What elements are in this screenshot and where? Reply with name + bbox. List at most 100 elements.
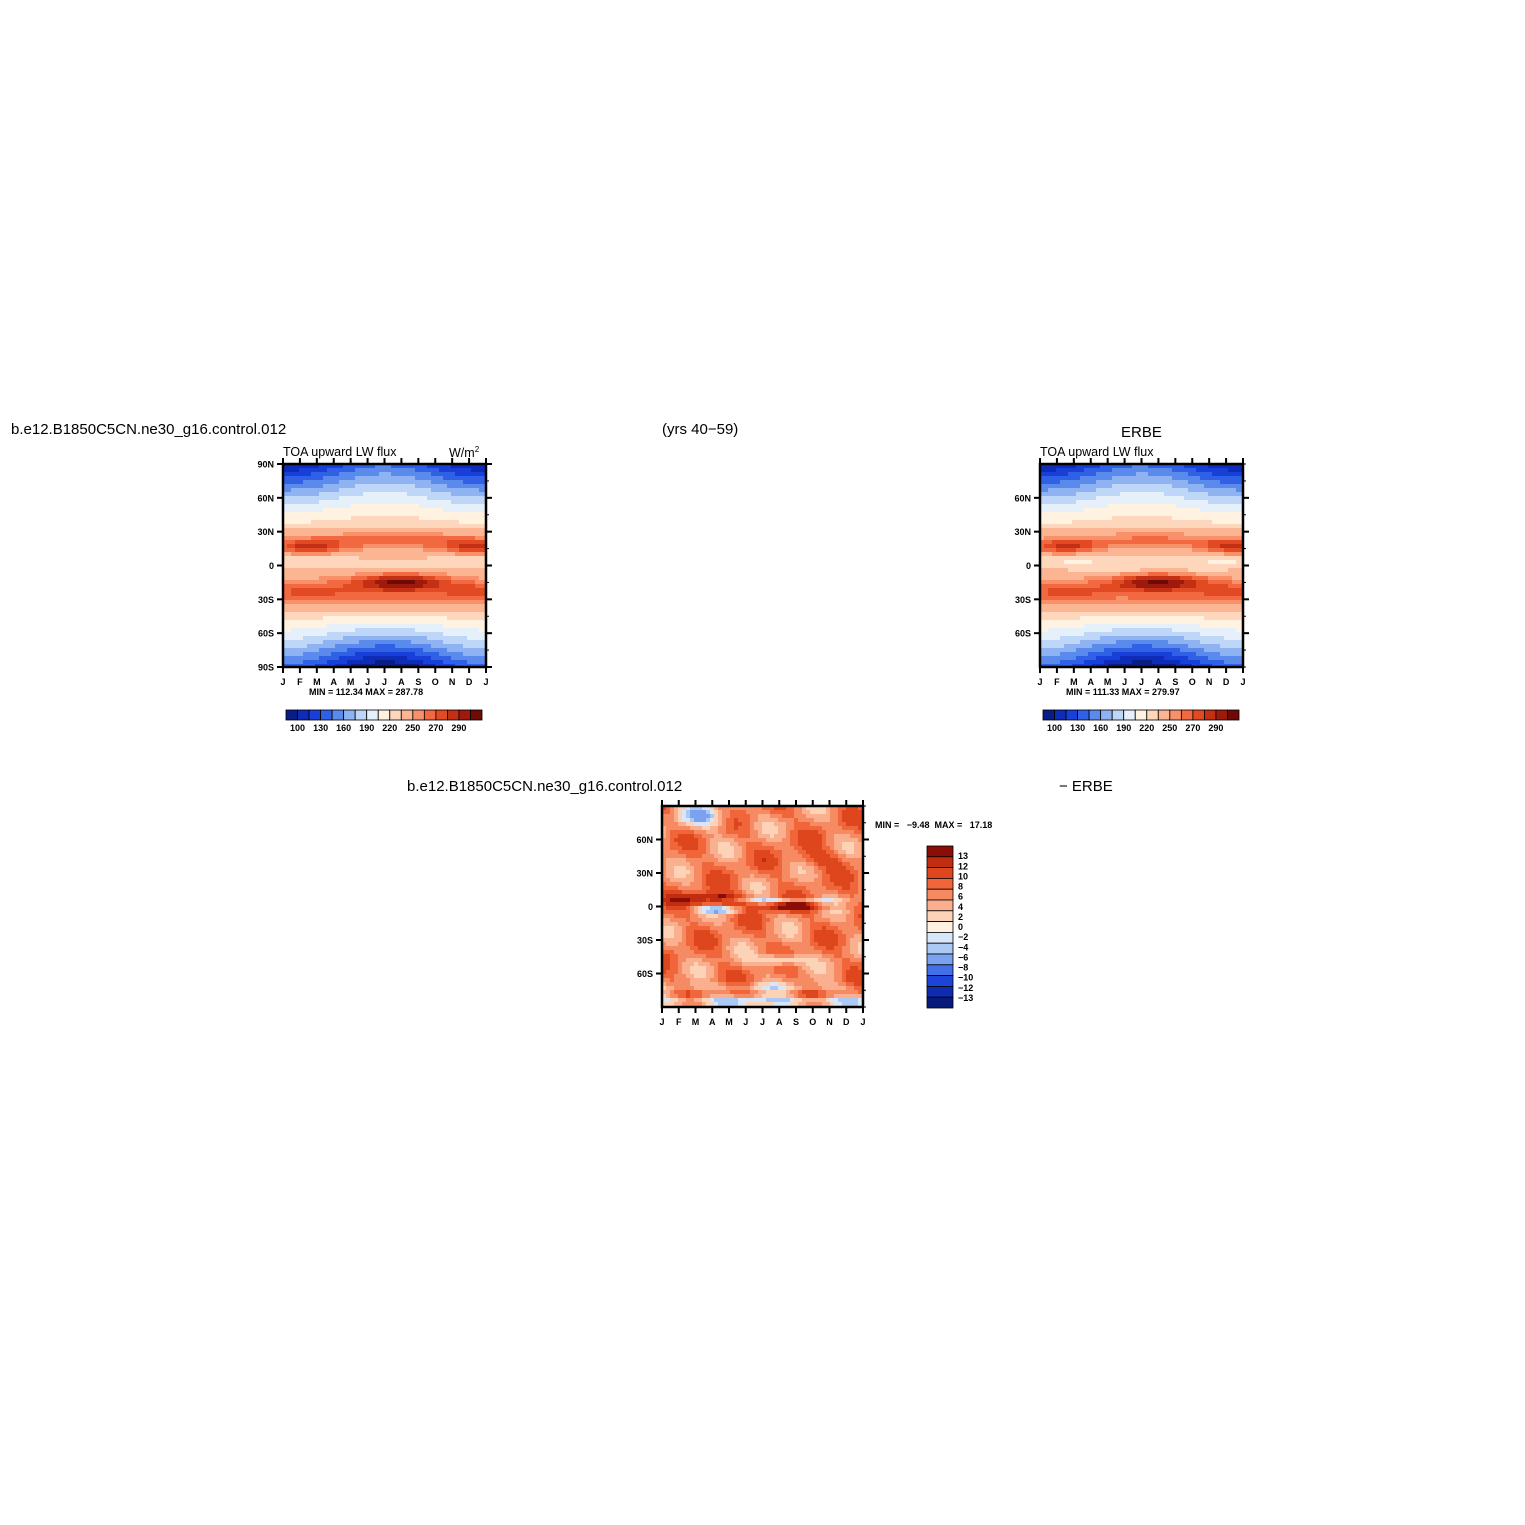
heatmap-cell <box>1192 536 1197 541</box>
heatmap-cell <box>411 492 416 497</box>
heatmap-cell <box>467 660 472 665</box>
heatmap-cell <box>379 480 384 485</box>
heatmap-cell <box>479 656 484 661</box>
heatmap-cell <box>1084 568 1089 573</box>
heatmap-cell <box>347 632 352 637</box>
heatmap-cell <box>1144 632 1149 637</box>
heatmap-cell <box>359 464 364 469</box>
heatmap-cell <box>335 476 340 481</box>
heatmap-cell <box>1060 496 1065 501</box>
heatmap-cell <box>1176 616 1181 621</box>
heatmap-cell <box>1216 552 1221 557</box>
heatmap-cell <box>1224 464 1229 469</box>
heatmap-cell <box>471 576 476 581</box>
heatmap-cell <box>1068 476 1073 481</box>
heatmap-cell <box>451 488 456 493</box>
heatmap-cell <box>327 540 332 545</box>
heatmap-cell <box>383 528 388 533</box>
heatmap-cell <box>355 616 360 621</box>
heatmap-cell <box>447 536 452 541</box>
heatmap-cell <box>1164 536 1169 541</box>
heatmap-cell <box>1240 612 1244 617</box>
heatmap-cell <box>1044 604 1049 609</box>
heatmap-cell <box>1128 556 1133 561</box>
heatmap-cell <box>1188 572 1193 577</box>
heatmap-cell <box>1080 560 1085 565</box>
heatmap-cell <box>355 560 360 565</box>
heatmap-cell <box>1152 572 1157 577</box>
heatmap-cell <box>307 544 312 549</box>
heatmap-cell <box>1120 464 1125 469</box>
heatmap-cell <box>379 476 384 481</box>
heatmap-cell <box>395 540 400 545</box>
heatmap-cell <box>1096 608 1101 613</box>
heatmap-cell <box>419 520 424 525</box>
heatmap-cell <box>287 572 292 577</box>
heatmap-cell <box>1140 636 1145 641</box>
heatmap-cell <box>331 480 336 485</box>
heatmap-cell <box>1120 508 1125 513</box>
heatmap-cell <box>1208 568 1213 573</box>
heatmap-cell <box>331 632 336 637</box>
heatmap-cell <box>395 536 400 541</box>
heatmap-cell <box>1100 612 1105 617</box>
heatmap-cell <box>411 464 416 469</box>
heatmap-cell <box>1064 572 1069 577</box>
heatmap-cell <box>1092 608 1097 613</box>
heatmap-cell <box>1060 608 1065 613</box>
heatmap-cell <box>403 476 408 481</box>
heatmap-cell <box>383 492 388 497</box>
heatmap-cell <box>451 588 456 593</box>
heatmap-cell <box>1072 616 1077 621</box>
heatmap-cell <box>1180 616 1185 621</box>
heatmap-cell <box>1216 592 1221 597</box>
heatmap-cell <box>1184 480 1189 485</box>
heatmap-cell <box>343 596 348 601</box>
heatmap-cell <box>1200 608 1205 613</box>
heatmap-cell <box>1068 552 1073 557</box>
heatmap-cell <box>1084 572 1089 577</box>
heatmap-cell <box>1236 564 1241 569</box>
heatmap-cell <box>1168 588 1173 593</box>
heatmap-cell <box>1044 632 1049 637</box>
heatmap-cell <box>343 664 348 668</box>
heatmap-cell <box>291 644 296 649</box>
heatmap-cell <box>427 628 432 633</box>
heatmap-cell <box>351 632 356 637</box>
heatmap-cell <box>403 612 408 617</box>
heatmap-cell <box>475 660 480 665</box>
heatmap-cell <box>379 492 384 497</box>
heatmap-cell <box>1132 488 1137 493</box>
heatmap-cell <box>1104 568 1109 573</box>
heatmap-cell <box>1240 536 1244 541</box>
heatmap-cell <box>387 640 392 645</box>
heatmap-cell <box>1240 592 1244 597</box>
heatmap-cell <box>399 656 404 661</box>
heatmap-cell <box>459 560 464 565</box>
heatmap-cell <box>455 508 460 513</box>
heatmap-cell <box>323 512 328 517</box>
heatmap-cell <box>1240 488 1244 493</box>
heatmap-cell <box>439 624 444 629</box>
heatmap-cell <box>1120 580 1125 585</box>
heatmap-cell <box>399 520 404 525</box>
heatmap-cell <box>431 476 436 481</box>
heatmap-cell <box>1040 516 1045 521</box>
heatmap-cell <box>467 496 472 501</box>
heatmap-cell <box>387 472 392 477</box>
heatmap-cell <box>367 536 372 541</box>
heatmap-cell <box>343 636 348 641</box>
heatmap-cell <box>355 468 360 473</box>
heatmap-cell <box>1160 600 1165 605</box>
panel1-xtick-label: J <box>280 677 285 687</box>
heatmap-cell <box>1212 580 1217 585</box>
heatmap-cell <box>1152 580 1157 585</box>
heatmap-cell <box>363 588 368 593</box>
heatmap-cell <box>367 564 372 569</box>
heatmap-cell <box>383 616 388 621</box>
heatmap-cell <box>479 512 484 517</box>
heatmap-cell <box>407 576 412 581</box>
heatmap-cell <box>1188 468 1193 473</box>
heatmap-cell <box>403 556 408 561</box>
heatmap-cell <box>307 496 312 501</box>
